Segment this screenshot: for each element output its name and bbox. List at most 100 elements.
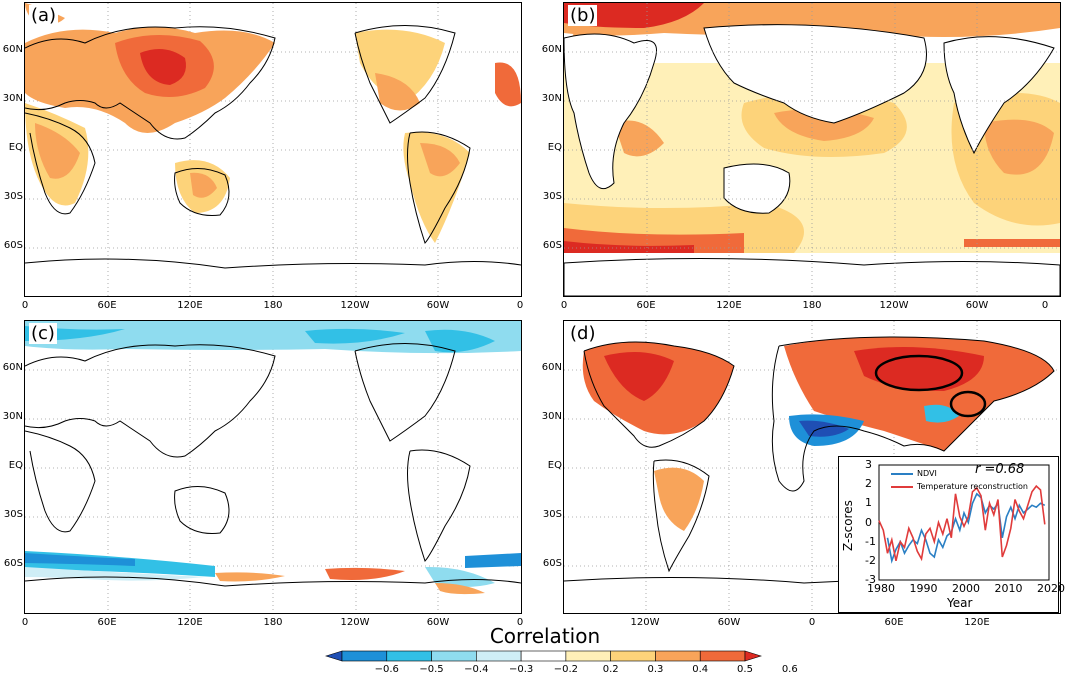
colorbar-title: Correlation (489, 624, 601, 648)
xtick: 0 (808, 617, 816, 628)
ytick: 60S (542, 558, 562, 569)
panel-b-map: (b) (563, 2, 1061, 297)
colorbar-segment (565, 650, 611, 662)
panel-label: (c) (29, 323, 57, 344)
colorbar-tick-label: −0.2 (553, 664, 579, 675)
xtick: 120E (177, 300, 203, 311)
correlation-field (25, 321, 521, 595)
correlation-field (25, 3, 521, 243)
y-tick-label: 3 (865, 458, 872, 471)
ytick: 30S (3, 191, 23, 202)
panel-a-svg (25, 3, 521, 296)
x-tick-label: 2020 (1037, 582, 1065, 595)
xtick: 60E (97, 300, 117, 311)
ytick: EQ (547, 142, 562, 153)
xtick: 0 (21, 617, 29, 628)
legend-temp-label: Temperature reconstruction (917, 482, 1029, 491)
ytick: 60N (541, 44, 562, 55)
ytick: 30S (3, 509, 23, 520)
panel-label: (b) (568, 5, 598, 26)
xtick: 120W (340, 617, 370, 628)
colorbar-tick-label: 0.3 (647, 664, 664, 675)
ytick: 30N (541, 411, 562, 422)
ytick: 60S (3, 558, 23, 569)
colorbar-extend-high (744, 650, 763, 662)
xtick: 60E (97, 617, 117, 628)
colorbar-tick-label: 0.5 (737, 664, 753, 675)
x-tick-label: 1990 (909, 582, 938, 595)
colorbar-segment (610, 650, 656, 662)
xtick: 60W (717, 617, 741, 628)
colorbar-tick-label: 0.6 (781, 664, 798, 675)
ytick: 60N (2, 362, 23, 373)
colorbar-tick-label: −0.4 (464, 664, 489, 675)
inset-chart-svg (878, 464, 1050, 581)
colorbar-segment (476, 650, 522, 662)
ytick: 30S (542, 509, 562, 520)
colorbar-segment (341, 650, 388, 662)
colorbar-tick-label: 0.2 (602, 664, 619, 675)
ytick: 60N (541, 362, 562, 373)
xtick: 120E (964, 617, 990, 628)
panel-b-svg (564, 3, 1060, 296)
y-tick-label: -1 (865, 534, 876, 548)
ytick: EQ (547, 460, 562, 471)
xtick: 60E (636, 300, 656, 311)
inset-timeseries: NDVI Temperature reconstruction r =0.68 … (838, 456, 1065, 613)
colorbar-tick-label: 0.4 (692, 664, 709, 675)
colorbar-segment (520, 650, 567, 662)
ytick: 60N (2, 44, 23, 55)
x-axis-title: Year (947, 596, 973, 610)
colorbar-segment (655, 650, 701, 662)
xtick: 0 (516, 300, 524, 311)
colorbar-tick-label: −0.5 (419, 664, 444, 675)
colorbar-segment (386, 650, 432, 662)
panel-label: (a) (29, 5, 59, 26)
x-tick-label: 2010 (994, 582, 1023, 595)
gridlines (25, 321, 521, 613)
xtick: 120W (340, 300, 370, 311)
correlation-annotation: r =0.68 (975, 462, 1025, 477)
colorbar-extend-low (324, 650, 343, 662)
xtick: 120E (177, 617, 203, 628)
y-tick-label: 1 (865, 496, 872, 510)
ytick: EQ (8, 460, 23, 471)
xtick: 0 (1041, 300, 1049, 311)
ytick: 60S (3, 240, 23, 251)
panel-a-map: (a) (24, 2, 522, 297)
ytick: 30S (542, 191, 562, 202)
xtick: 60W (426, 617, 450, 628)
xtick: 120W (630, 617, 660, 628)
xtick: 120W (879, 300, 909, 311)
y-tick-label: 0 (865, 515, 872, 529)
coastlines (25, 343, 521, 587)
legend-ndvi-label: NDVI (917, 469, 937, 478)
y-tick-label: -2 (865, 553, 876, 567)
ytick: 30N (2, 411, 23, 422)
plot-area (878, 464, 1050, 581)
x-tick-label: 1980 (867, 582, 895, 595)
series-line-temperature-reconstruction (878, 484, 1046, 562)
highlight-ellipses (874, 354, 987, 418)
y-tick-label: 2 (865, 477, 872, 491)
xtick: 180 (263, 617, 283, 628)
colorbar-tick-label: −0.6 (374, 664, 399, 675)
xtick: 0 (21, 300, 29, 311)
panel-c-map: (c) (24, 320, 522, 614)
xtick: 60W (426, 300, 450, 311)
xtick: 0 (516, 617, 524, 628)
colorbar-tick-label: −0.3 (508, 664, 534, 675)
ytick: 60S (542, 240, 562, 251)
ytick: 30N (541, 93, 562, 104)
y-axis-title: Z-scores (841, 500, 855, 551)
series-lines (878, 484, 1046, 564)
xtick: 60E (884, 617, 904, 628)
panel-c-svg (25, 321, 521, 613)
xtick: 60W (965, 300, 989, 311)
colorbar-segment (431, 650, 477, 662)
gridlines (564, 3, 1060, 296)
xtick: 180 (802, 300, 822, 311)
coastlines (25, 25, 521, 269)
ytick: 30N (2, 93, 23, 104)
panel-d-map: (d) (563, 320, 1061, 614)
